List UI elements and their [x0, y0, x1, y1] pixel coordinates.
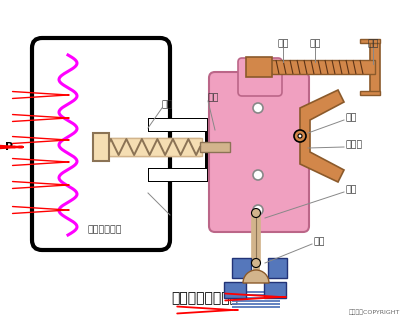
Text: 连杆: 连杆 — [346, 186, 358, 195]
Bar — [360, 39, 380, 43]
Text: 手轮: 手轮 — [367, 40, 379, 48]
Circle shape — [298, 134, 302, 138]
Text: 气动薄膜阀头: 气动薄膜阀头 — [88, 226, 122, 234]
Bar — [149, 119, 207, 131]
Bar — [93, 133, 109, 161]
Bar — [149, 169, 207, 181]
Bar — [205, 118, 208, 182]
Circle shape — [253, 103, 263, 113]
Bar — [148, 118, 208, 132]
Text: 螺杆: 螺杆 — [277, 40, 289, 48]
FancyBboxPatch shape — [32, 38, 170, 250]
Text: 阀杆: 阀杆 — [314, 238, 326, 247]
Bar — [246, 57, 272, 77]
Text: 增力型气动薄膜阀: 增力型气动薄膜阀 — [171, 291, 238, 305]
Text: P: P — [5, 142, 13, 152]
Circle shape — [253, 205, 263, 215]
Bar — [264, 282, 286, 298]
Circle shape — [253, 170, 263, 180]
FancyBboxPatch shape — [209, 72, 309, 232]
Circle shape — [252, 258, 261, 268]
Bar — [370, 41, 380, 93]
Bar — [360, 91, 380, 95]
Circle shape — [252, 209, 261, 218]
Text: 弹簧: 弹簧 — [162, 100, 173, 109]
Bar — [148, 168, 208, 182]
Text: 螺母: 螺母 — [309, 40, 321, 48]
Circle shape — [294, 130, 306, 142]
Text: 推杆: 推杆 — [208, 93, 219, 102]
Bar — [232, 258, 251, 278]
Text: 支点: 支点 — [346, 114, 358, 122]
Text: 方形板: 方形板 — [346, 140, 363, 150]
Bar — [224, 282, 246, 298]
Bar — [268, 258, 287, 278]
Bar — [105, 138, 202, 156]
Polygon shape — [300, 90, 344, 182]
Wedge shape — [243, 270, 269, 283]
Bar — [258, 60, 375, 74]
Bar — [200, 142, 230, 152]
Text: 东方仿真COPYRIGHT: 东方仿真COPYRIGHT — [349, 309, 400, 315]
FancyBboxPatch shape — [238, 58, 282, 96]
